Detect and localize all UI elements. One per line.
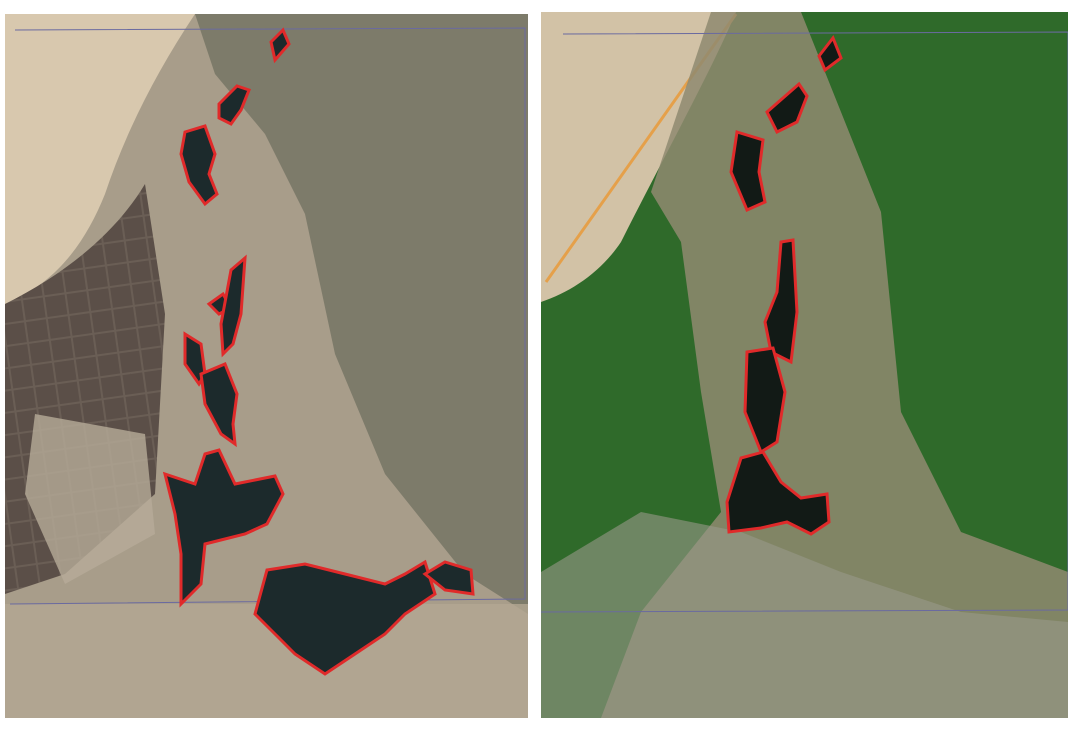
vegetation-area [195,14,528,614]
wetland-3 [729,130,767,212]
wetland-7 [199,362,239,448]
desert-area [5,14,195,304]
wetland-5 [743,346,787,455]
wetland-2 [217,84,251,126]
wetland-outlines [725,35,843,536]
light-field [25,414,155,584]
frame-line [541,31,1068,613]
wetland-1 [817,35,843,73]
right-map-canvas [541,12,1068,718]
wetland-1 [269,27,291,64]
southern-plain [5,604,528,718]
wetland-8 [162,448,285,608]
left-map-canvas [5,14,528,718]
wetland-10 [422,560,475,596]
wetland-6 [725,450,831,536]
right-satellite-map[interactable] [541,12,1068,718]
southern-plain [541,512,1068,718]
wetland-9 [253,559,437,676]
wetland-3 [179,124,219,207]
wetland-4 [763,238,799,365]
wetland-outlines [162,27,475,676]
wetland-5 [219,254,247,358]
wetland-2 [765,81,809,135]
left-satellite-map[interactable] [5,14,528,718]
